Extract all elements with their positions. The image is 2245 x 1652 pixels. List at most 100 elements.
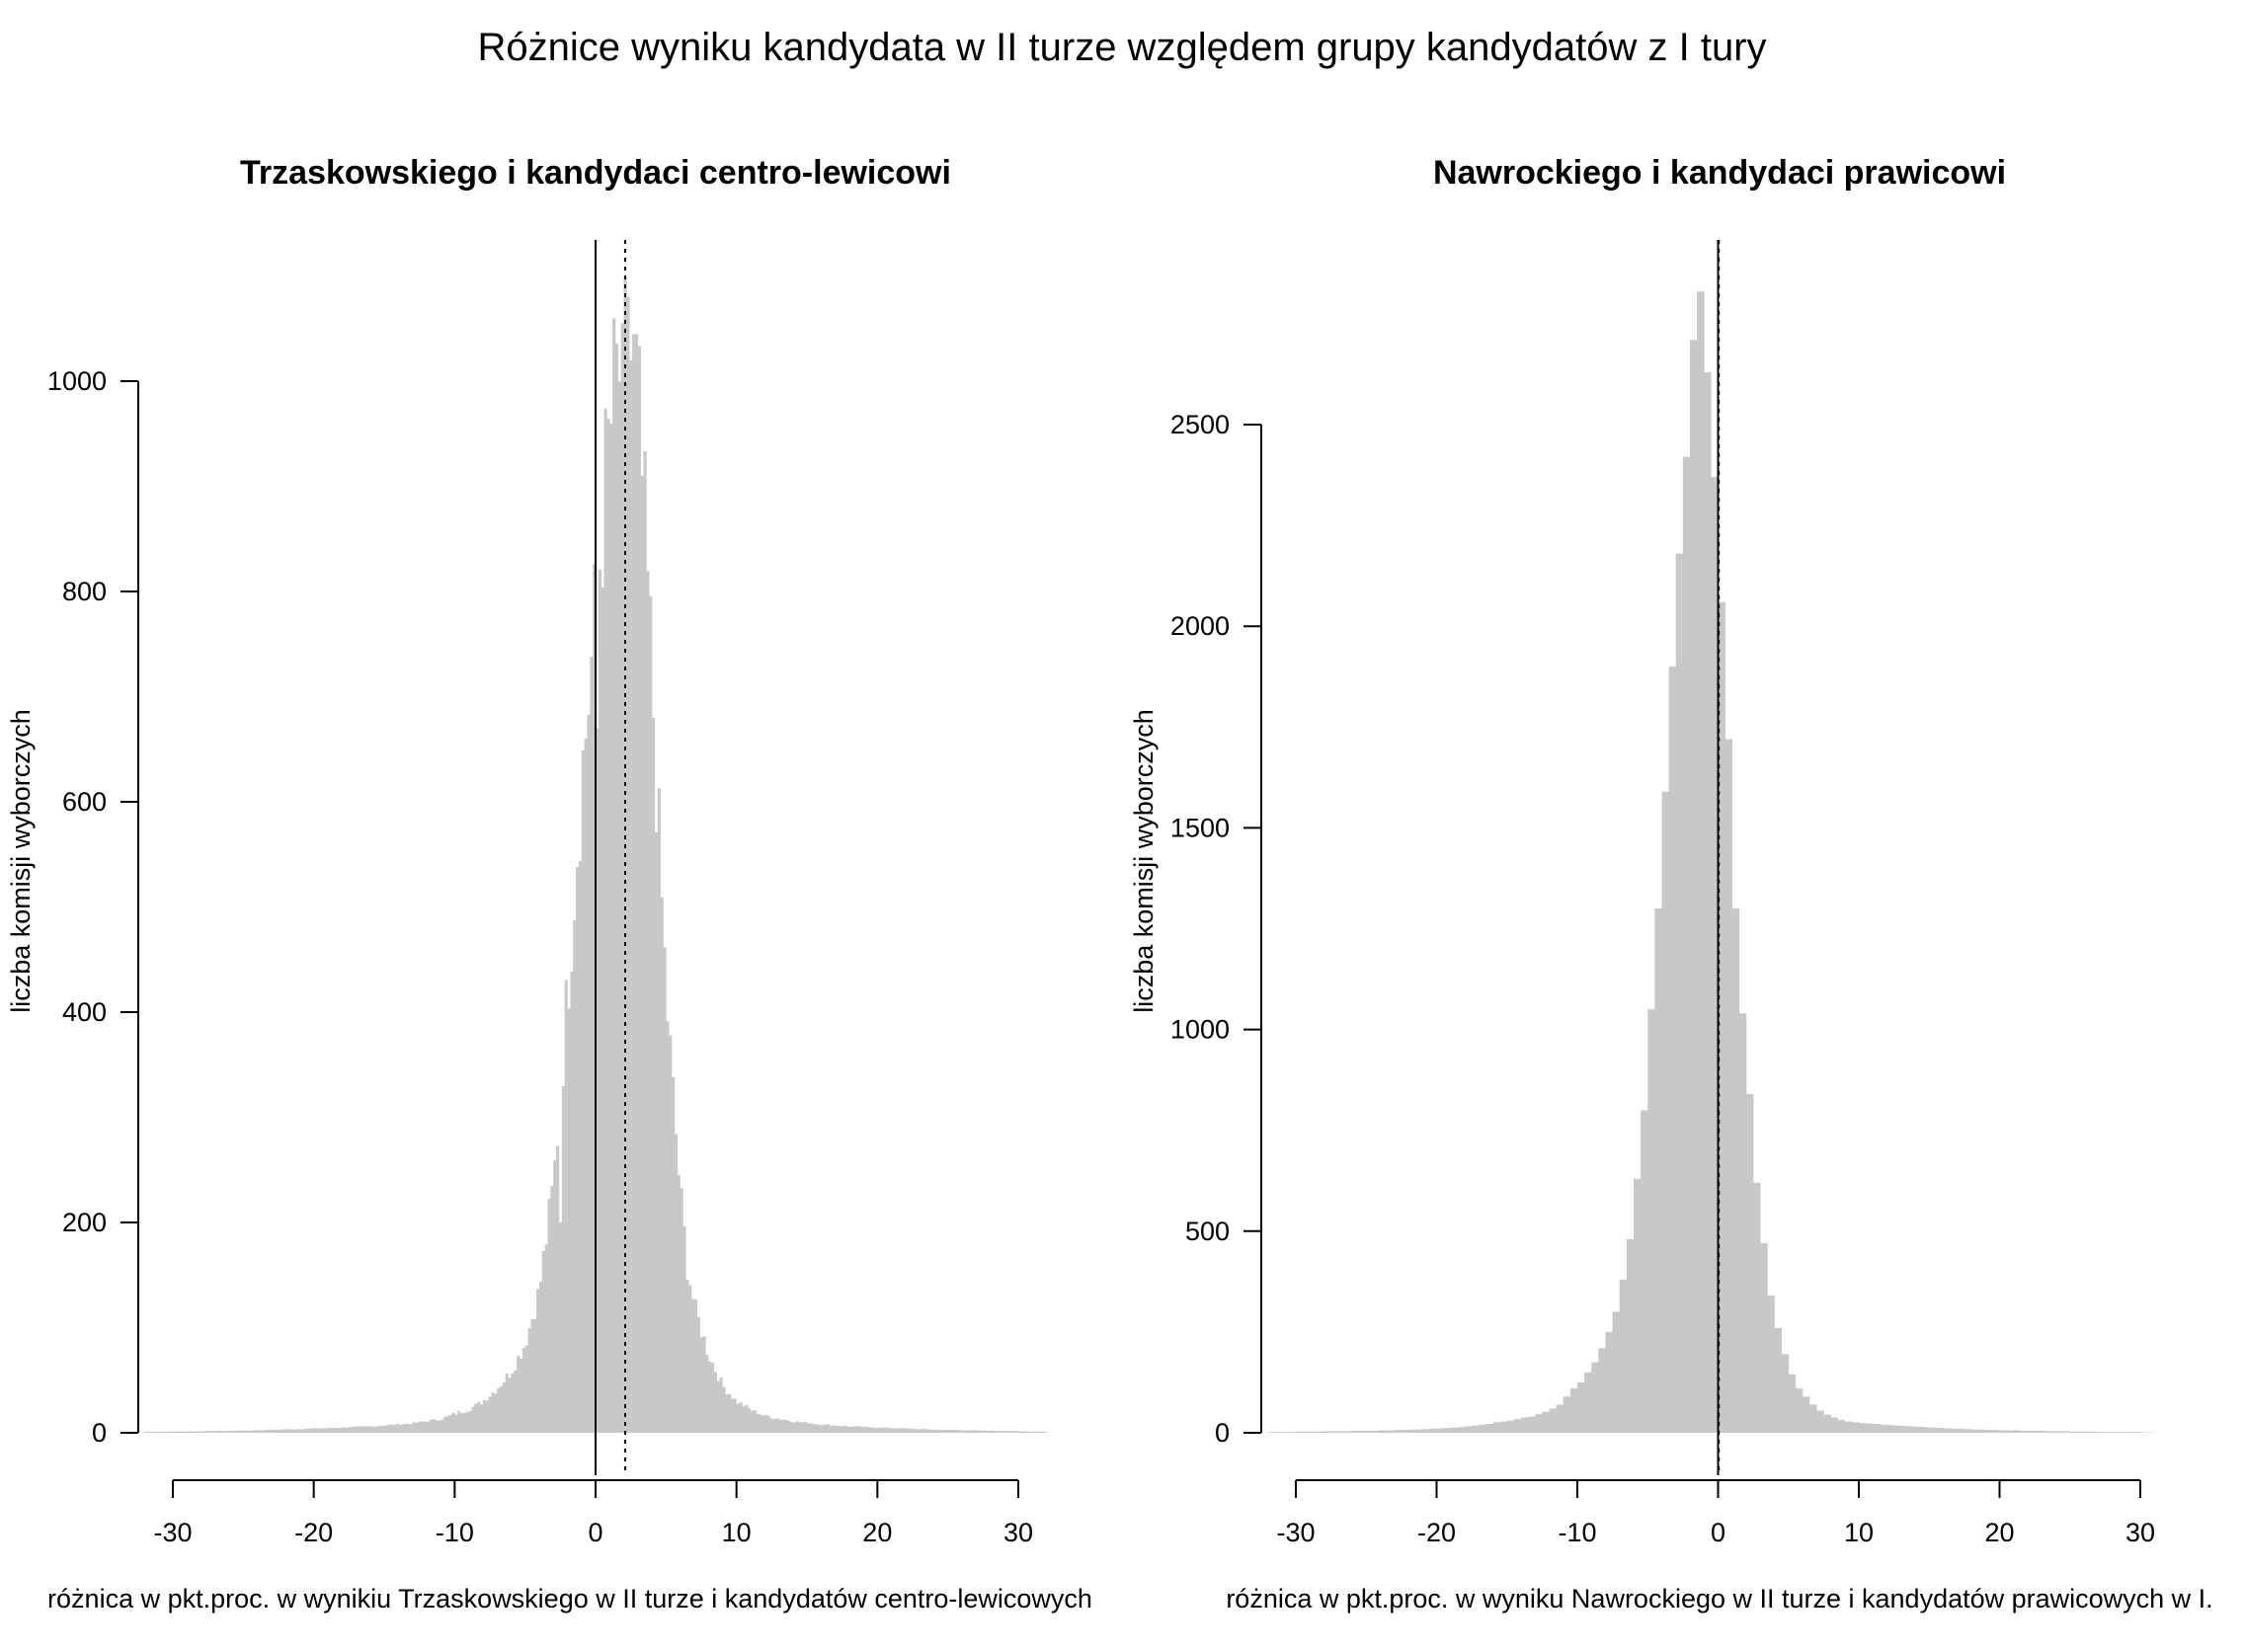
histogram-bar [511, 1373, 515, 1433]
histogram-bar [1267, 1432, 1275, 1433]
histogram-bar [815, 1424, 819, 1433]
histogram-bar [764, 1414, 768, 1433]
histogram-bar [674, 1134, 679, 1433]
histogram-bar [524, 1345, 528, 1433]
histogram-bar [441, 1419, 444, 1433]
histogram-bar [883, 1427, 887, 1433]
histogram-bar [1844, 1421, 1853, 1433]
histogram-bar [710, 1363, 715, 1433]
histogram-bar [688, 1285, 692, 1433]
histogram-bar [257, 1430, 261, 1433]
histogram-bar [1803, 1396, 1810, 1433]
histogram-bar [1992, 1430, 2000, 1433]
histogram-bar [567, 1008, 571, 1433]
histogram-bar [573, 919, 577, 1433]
histogram-bar [924, 1429, 928, 1433]
histogram-bar [477, 1401, 481, 1433]
histogram-bar [1767, 1296, 1775, 1433]
histogram-bar [530, 1318, 534, 1433]
histogram-bar [612, 318, 616, 1433]
histogram-bar [1746, 1093, 1754, 1433]
histogram-bar [745, 1404, 749, 1433]
histogram-bar [843, 1425, 847, 1433]
histogram-bar [654, 831, 659, 1433]
histogram-bar [956, 1430, 960, 1433]
histogram-bar [544, 1244, 548, 1433]
x-tick-label: 20 [862, 1518, 892, 1547]
histogram-bar [438, 1420, 441, 1433]
histogram-bar [1950, 1428, 1959, 1433]
histogram-bar [677, 1174, 681, 1433]
histogram-bar [570, 971, 574, 1433]
histogram-bar [497, 1387, 501, 1433]
histogram-bar [1443, 1428, 1452, 1433]
histogram-bar [214, 1431, 218, 1433]
histogram-bar [2112, 1432, 2120, 1433]
histogram-bar [1626, 1238, 1635, 1433]
histogram-bar [2042, 1431, 2049, 1433]
histogram-bar [657, 788, 661, 1433]
histogram-bar [719, 1377, 723, 1433]
histogram-bar [596, 728, 600, 1433]
histogram-bar [1985, 1430, 1993, 1433]
panel-1: -30 -20 -10 0 10 20 30 0 200 400 600 800 1000 Trzasko… [6, 154, 1092, 1613]
histogram-bar [1957, 1428, 1965, 1433]
histogram-bar [739, 1402, 743, 1433]
histogram-bar [1023, 1431, 1027, 1433]
histogram-bar [1605, 1331, 1613, 1433]
histogram-bar [1577, 1381, 1585, 1433]
histogram-bar [1859, 1423, 1867, 1433]
panel-title: Trzaskowskiego i kandydaci centro-lewico… [240, 154, 951, 192]
histogram-bar [251, 1430, 256, 1433]
histogram-bars [1267, 291, 2155, 1434]
histogram-bar [1401, 1430, 1409, 1433]
histogram-bar [691, 1298, 695, 1433]
histogram-bar [2069, 1431, 2078, 1433]
histogram-bar [832, 1425, 836, 1433]
histogram-bar [435, 1420, 439, 1433]
main-title: Różnice wyniku kandydata w II turze wzgl… [477, 26, 1766, 69]
x-tick-label: 30 [2125, 1518, 2155, 1547]
histogram-bar [669, 1035, 673, 1433]
histogram-bar [508, 1377, 512, 1433]
histogram-bar [333, 1428, 337, 1433]
histogram-bar [167, 1431, 171, 1433]
histogram-bar [927, 1429, 931, 1433]
histogram-bar [457, 1411, 461, 1433]
histogram-bar [381, 1426, 385, 1433]
histogram-bar [736, 1403, 740, 1433]
histogram-bar [609, 423, 613, 1434]
y-axis-title: liczba komisji wyborczych [6, 709, 36, 1013]
histogram-bar [1303, 1431, 1311, 1433]
histogram-bar [829, 1425, 833, 1433]
histogram-bar [339, 1428, 343, 1433]
histogram-bar [1330, 1431, 1339, 1433]
histogram-bar [987, 1431, 991, 1433]
histogram-bar [789, 1422, 794, 1433]
histogram-bar [999, 1431, 1002, 1433]
histogram-bar [1001, 1431, 1005, 1433]
histogram-bar [345, 1427, 349, 1433]
histogram-bar [350, 1426, 354, 1433]
histogram-bar [984, 1430, 988, 1433]
histogram-bar [1009, 1431, 1013, 1433]
histogram-bar [448, 1414, 452, 1433]
histogram-bar [353, 1426, 357, 1433]
panel-2: -30 -20 -10 0 10 20 30 0 500 1000 1500 2000 2500 Nawr… [1129, 154, 2213, 1613]
histogram-bar [905, 1428, 910, 1433]
histogram-bar [1724, 739, 1733, 1433]
histogram-bar [1563, 1396, 1571, 1433]
histogram-bar [733, 1398, 737, 1433]
x-axis: -30 -20 -10 0 10 20 30 [1276, 1479, 2155, 1547]
histogram-bar [1472, 1425, 1480, 1433]
histogram-bar [1598, 1348, 1606, 1433]
histogram-bar [296, 1429, 300, 1433]
histogram-bar [903, 1428, 907, 1433]
histogram-bar [471, 1406, 475, 1433]
histogram-bar [2028, 1430, 2036, 1433]
histogram-bar [730, 1398, 735, 1433]
histogram-bar [967, 1430, 971, 1433]
histogram-bar [640, 475, 644, 1433]
histogram-bar [637, 346, 641, 1433]
histogram-bar [364, 1426, 368, 1433]
